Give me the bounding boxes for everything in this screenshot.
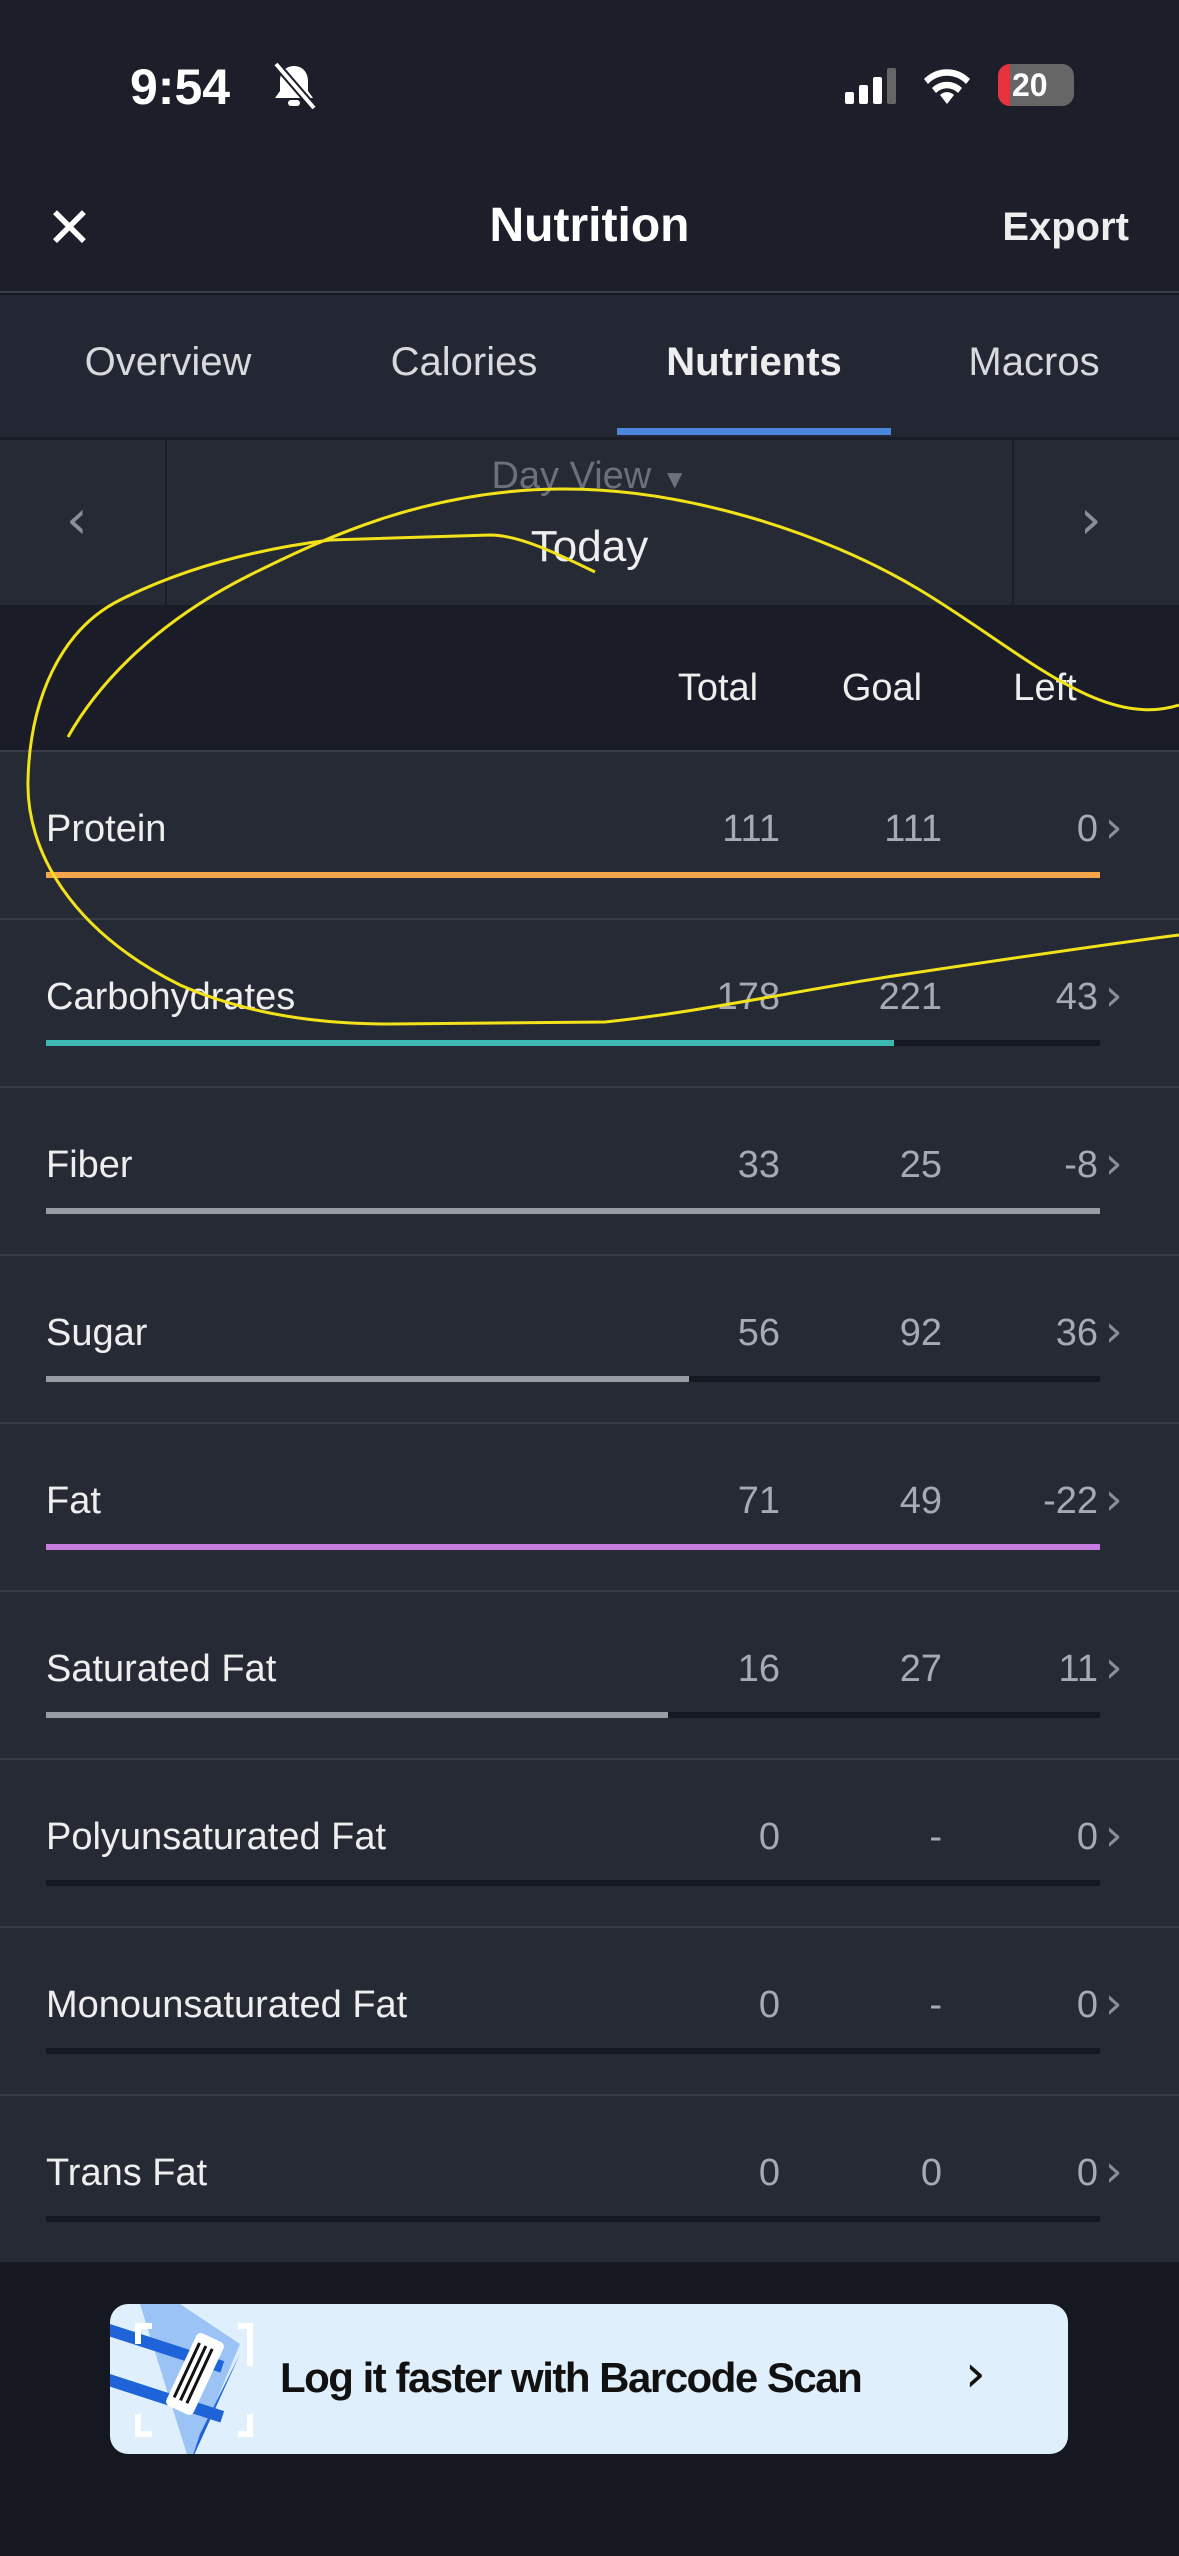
nutrient-name: Polyunsaturated Fat (46, 1816, 387, 1858)
page-title: Nutrition (489, 199, 690, 252)
banner-text: Log it faster with Barcode Scan (280, 2354, 863, 2401)
tab-bar: Overview Calories Nutrients Macros (0, 295, 1179, 437)
nutrient-total: 71 (737, 1480, 780, 1522)
nutrient-row-protein[interactable]: Protein 111 111 0 › (0, 750, 1179, 918)
nutrient-left: 36 (1055, 1312, 1098, 1354)
nutrient-goal: 0 (920, 2152, 942, 2194)
nutrient-left: 0 (1076, 808, 1098, 850)
chevron-right-icon: › (1105, 1138, 1123, 1189)
progress-track (46, 1376, 1100, 1382)
barcode-scan-banner[interactable]: Log it faster with Barcode Scan › (110, 2304, 1068, 2454)
progress-track (46, 1040, 1100, 1046)
nutrient-left: -8 (1064, 1144, 1098, 1186)
nutrient-total: 56 (737, 1312, 780, 1354)
chevron-right-icon: › (1105, 970, 1123, 1021)
nutrient-left: -22 (1043, 1480, 1098, 1522)
nutrient-row-polyunsaturated-fat[interactable]: Polyunsaturated Fat 0 - 0 › (0, 1758, 1179, 1926)
progress-track (46, 872, 1100, 878)
nutrient-row-trans-fat[interactable]: Trans Fat 0 0 0 › (0, 2094, 1179, 2262)
day-view-dropdown[interactable]: Day View ▼ (0, 455, 1179, 498)
nutrient-left: 11 (1058, 1648, 1098, 1690)
nutrient-total: 111 (722, 808, 780, 850)
tab-nutrients[interactable]: Nutrients (666, 340, 842, 384)
nutrient-total: 178 (716, 976, 780, 1018)
close-button[interactable]: ✕ (46, 196, 93, 259)
nutrient-name: Carbohydrates (46, 976, 296, 1018)
nutrient-total: 16 (737, 1648, 780, 1690)
nutrient-name: Trans Fat (46, 2152, 208, 2194)
chevron-right-icon: › (1105, 2146, 1123, 2197)
nutrient-total: 0 (758, 1984, 780, 2026)
cellular-signal-icon (845, 68, 896, 104)
nutrient-goal: - (929, 1984, 942, 2026)
barcode-scan-icon (110, 2304, 253, 2454)
nutrient-row-monounsaturated-fat[interactable]: Monounsaturated Fat 0 - 0 › (0, 1926, 1179, 2094)
caret-down-icon: ▼ (661, 464, 688, 494)
nutrient-left: 0 (1076, 1816, 1098, 1858)
column-total: Total (677, 667, 759, 709)
nutrient-row-saturated-fat[interactable]: Saturated Fat 16 27 11 › (0, 1590, 1179, 1758)
progress-fill (46, 1712, 668, 1718)
nutrient-name: Protein (46, 808, 167, 850)
progress-track (46, 1880, 1100, 1886)
progress-fill (46, 872, 1100, 878)
chevron-right-icon: › (1105, 802, 1123, 853)
nutrient-goal: 25 (899, 1144, 942, 1186)
tab-overview[interactable]: Overview (84, 340, 252, 384)
nutrient-name: Fat (46, 1480, 101, 1522)
column-header: Total Goal Left (0, 605, 1179, 750)
nav-header (0, 0, 1179, 293)
bell-muted-icon (272, 62, 316, 110)
export-button[interactable]: Export (1002, 205, 1129, 249)
status-time: 9:54 (130, 59, 231, 115)
nutrient-name: Saturated Fat (46, 1648, 277, 1690)
progress-fill (46, 1208, 1100, 1214)
column-goal: Goal (841, 667, 923, 709)
progress-fill (46, 1040, 895, 1046)
chevron-right-icon: › (965, 2344, 986, 2404)
tab-calories[interactable]: Calories (390, 340, 538, 384)
day-view-label: Day View (491, 455, 652, 497)
battery-indicator: 20 (998, 64, 1074, 106)
chevron-right-icon: › (1105, 1642, 1123, 1693)
nutrient-left: 0 (1076, 1984, 1098, 2026)
nutrient-total: 0 (758, 1816, 780, 1858)
progress-track (46, 1544, 1100, 1550)
progress-track (46, 2216, 1100, 2222)
nutrient-total: 33 (737, 1144, 780, 1186)
nutrient-row-carbohydrates[interactable]: Carbohydrates 178 221 43 › (0, 918, 1179, 1086)
nutrient-goal: 221 (878, 976, 942, 1018)
nutrient-left: 43 (1055, 976, 1098, 1018)
nutrient-total: 0 (758, 2152, 780, 2194)
nutrient-goal: 111 (884, 808, 942, 850)
nutrient-name: Fiber (46, 1144, 133, 1186)
chevron-right-icon: › (1105, 1474, 1123, 1525)
chevron-right-icon: › (1105, 1306, 1123, 1357)
progress-track (46, 1208, 1100, 1214)
nutrient-goal: - (929, 1816, 942, 1858)
nutrient-name: Sugar (46, 1312, 148, 1354)
tab-macros[interactable]: Macros (968, 340, 1100, 384)
chevron-right-icon: › (1105, 1978, 1123, 2029)
nutrient-goal: 92 (899, 1312, 942, 1354)
nutrient-row-fat[interactable]: Fat 71 49 -22 › (0, 1422, 1179, 1590)
column-left: Left (1013, 667, 1077, 709)
nutrient-goal: 49 (899, 1480, 942, 1522)
wifi-icon (924, 69, 970, 104)
progress-track (46, 2048, 1100, 2054)
battery-level: 20 (1012, 67, 1048, 103)
nutrient-goal: 27 (899, 1648, 942, 1690)
active-tab-indicator (617, 428, 891, 435)
progress-track (46, 1712, 1100, 1718)
chevron-right-icon: › (1105, 1810, 1123, 1861)
nutrient-row-sugar[interactable]: Sugar 56 92 36 › (0, 1254, 1179, 1422)
nutrient-left: 0 (1076, 2152, 1098, 2194)
nutrient-row-fiber[interactable]: Fiber 33 25 -8 › (0, 1086, 1179, 1254)
progress-fill (46, 1544, 1100, 1550)
progress-fill (46, 1376, 689, 1382)
current-date: Today (530, 522, 649, 571)
nutrient-name: Monounsaturated Fat (46, 1984, 408, 2026)
